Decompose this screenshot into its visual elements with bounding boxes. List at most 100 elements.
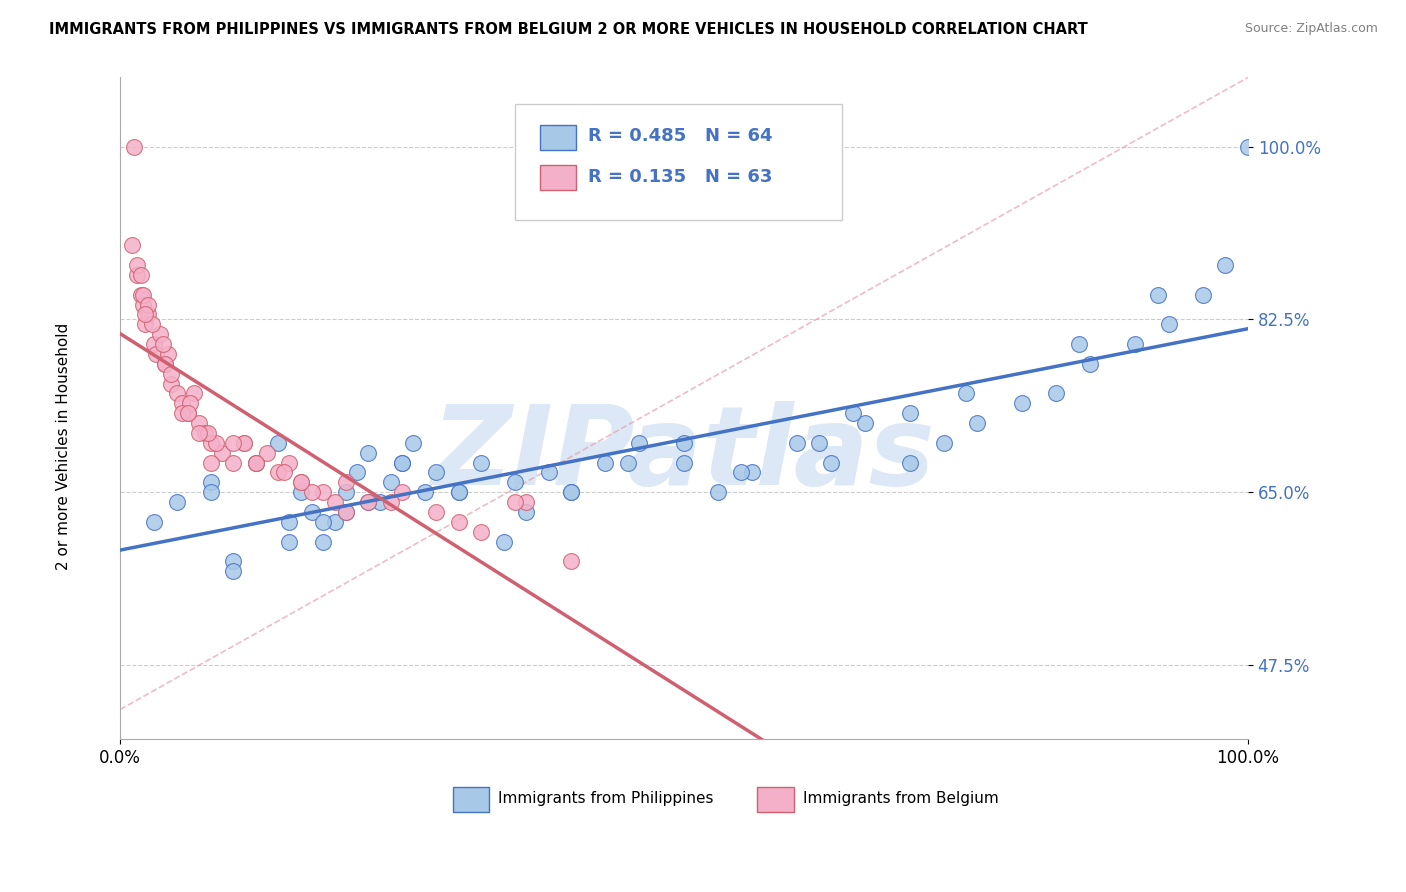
Point [278, 456, 301, 470]
Point [179, 396, 201, 410]
Point [1192, 287, 1215, 301]
Text: ZIPatlas: ZIPatlas [432, 401, 936, 508]
Point [127, 268, 149, 282]
Point [200, 456, 222, 470]
Point [447, 485, 470, 500]
Point [357, 445, 380, 459]
Point [160, 376, 183, 391]
Point [323, 495, 346, 509]
Point [188, 425, 211, 440]
Point [256, 445, 278, 459]
Point [211, 445, 233, 459]
Point [138, 297, 160, 311]
Point [741, 466, 763, 480]
Point [425, 505, 447, 519]
Point [121, 238, 143, 252]
Point [853, 416, 876, 430]
Point [290, 475, 312, 490]
Point [233, 435, 256, 450]
Point [380, 495, 402, 509]
Point [1146, 287, 1168, 301]
Point [391, 485, 413, 500]
Point [628, 435, 651, 450]
Point [402, 435, 425, 450]
Point [134, 318, 156, 332]
FancyBboxPatch shape [540, 165, 576, 190]
Point [129, 268, 152, 282]
Point [132, 297, 155, 311]
Point [346, 466, 368, 480]
Point [1157, 318, 1180, 332]
Point [233, 435, 256, 450]
Point [177, 406, 200, 420]
Point [166, 386, 188, 401]
Point [335, 505, 357, 519]
Point [368, 495, 391, 509]
Point [145, 347, 167, 361]
Point [129, 287, 152, 301]
Point [932, 435, 955, 450]
Point [290, 485, 312, 500]
Point [1123, 337, 1146, 351]
Point [273, 466, 295, 480]
Text: Source: ZipAtlas.com: Source: ZipAtlas.com [1244, 22, 1378, 36]
Point [156, 347, 179, 361]
Point [138, 307, 160, 321]
Point [200, 485, 222, 500]
Point [391, 456, 413, 470]
Point [200, 435, 222, 450]
Point [898, 456, 921, 470]
Point [312, 485, 335, 500]
Point [1067, 337, 1090, 351]
Point [245, 456, 267, 470]
Point [335, 505, 357, 519]
Point [152, 337, 174, 351]
Point [172, 396, 194, 410]
Point [447, 515, 470, 529]
Point [141, 318, 163, 332]
Point [155, 357, 177, 371]
Point [312, 534, 335, 549]
Point [278, 515, 301, 529]
Point [560, 485, 582, 500]
Point [1011, 396, 1033, 410]
Point [808, 435, 831, 450]
Point [267, 435, 290, 450]
Point [470, 524, 492, 539]
Point [312, 515, 335, 529]
Point [335, 475, 357, 490]
Point [200, 475, 222, 490]
Point [560, 485, 582, 500]
Point [301, 485, 323, 500]
Point [380, 475, 402, 490]
Point [134, 307, 156, 321]
FancyBboxPatch shape [540, 125, 576, 150]
Point [898, 406, 921, 420]
Point [515, 505, 537, 519]
Point [172, 406, 194, 420]
FancyBboxPatch shape [453, 787, 489, 812]
Point [357, 495, 380, 509]
Point [955, 386, 977, 401]
Point [155, 357, 177, 371]
Text: R = 0.485   N = 64: R = 0.485 N = 64 [588, 128, 773, 145]
Point [323, 515, 346, 529]
Point [616, 456, 638, 470]
Point [177, 406, 200, 420]
Point [707, 485, 730, 500]
Text: 2 or more Vehicles in Household: 2 or more Vehicles in Household [56, 322, 70, 570]
Point [842, 406, 865, 420]
FancyBboxPatch shape [515, 103, 842, 219]
Point [560, 554, 582, 568]
Point [730, 466, 752, 480]
Point [149, 327, 172, 342]
Point [966, 416, 988, 430]
Point [673, 456, 696, 470]
Point [127, 258, 149, 272]
Point [183, 386, 205, 401]
Point [222, 435, 245, 450]
Point [278, 534, 301, 549]
Point [1078, 357, 1101, 371]
Point [503, 495, 526, 509]
Text: IMMIGRANTS FROM PHILIPPINES VS IMMIGRANTS FROM BELGIUM 2 OR MORE VEHICLES IN HOU: IMMIGRANTS FROM PHILIPPINES VS IMMIGRANT… [49, 22, 1088, 37]
